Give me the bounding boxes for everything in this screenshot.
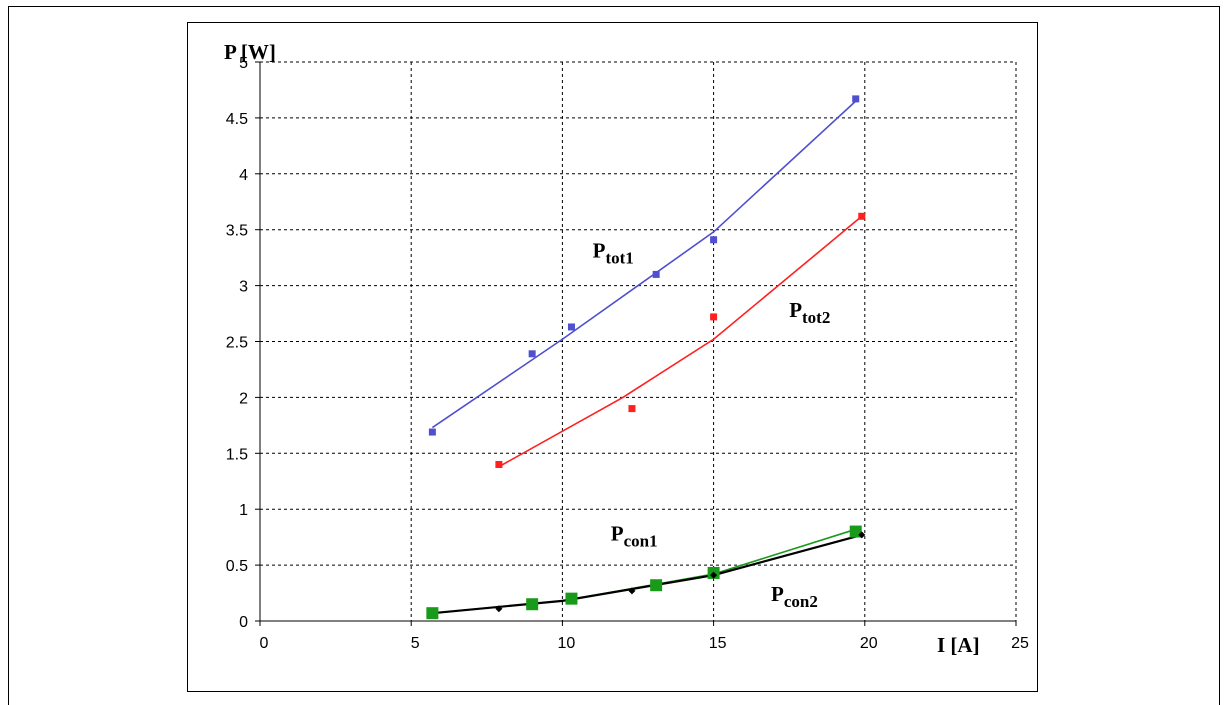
series-label-p-tot1: Ptot1	[593, 239, 634, 268]
y-tick-label: 5	[239, 55, 248, 72]
data-point-p-tot1	[652, 270, 660, 278]
series-label-subscript: con1	[624, 532, 658, 551]
series-label-subscript: tot1	[605, 249, 633, 268]
series-label-subscript: con2	[784, 592, 818, 611]
data-point-p-con1	[526, 598, 539, 611]
trend-line-p-con2	[432, 533, 863, 615]
x-tick-label: 0	[260, 635, 269, 652]
x-tick-label: 10	[558, 635, 576, 652]
data-point-p-tot2	[495, 460, 503, 468]
data-point-p-tot1	[852, 95, 860, 103]
data-point-p-tot1	[428, 428, 436, 436]
series-label-main: P	[789, 298, 802, 322]
x-axis-title: I [A]	[937, 633, 980, 657]
chart-border	[187, 22, 1038, 692]
series-label-p-con1: Pcon1	[611, 522, 658, 551]
y-tick-label: 2.5	[226, 335, 248, 352]
x-tick-label: 15	[709, 635, 727, 652]
y-tick-label: 0	[239, 614, 248, 631]
series-label-main: P	[771, 582, 784, 606]
y-tick-label: 3	[239, 279, 248, 296]
axes	[255, 61, 1017, 626]
x-tick-label: 25	[1011, 635, 1029, 652]
data-point-p-tot2	[710, 313, 718, 321]
data-points	[426, 95, 866, 620]
series-label-p-con2: Pcon2	[771, 582, 818, 611]
data-point-p-con2	[628, 587, 636, 595]
y-tick-label: 3.5	[226, 223, 248, 240]
page-frame	[8, 6, 1220, 705]
data-point-p-tot2	[858, 212, 866, 220]
data-point-p-con2	[710, 571, 718, 579]
data-point-p-con1	[426, 607, 439, 620]
data-point-p-con2	[495, 605, 503, 613]
trend-lines	[431, 100, 863, 615]
y-tick-label: 0.5	[226, 558, 248, 575]
y-tick-label: 4	[239, 167, 248, 184]
y-tick-label: 2	[239, 390, 248, 407]
series-label-subscript: tot2	[802, 308, 830, 327]
data-point-p-tot1	[528, 350, 536, 358]
data-point-p-tot1	[710, 236, 718, 244]
data-point-p-tot1	[567, 323, 575, 331]
y-tick-label: 1	[239, 502, 248, 519]
x-tick-label: 20	[860, 635, 878, 652]
series-label-p-tot2: Ptot2	[789, 298, 830, 327]
series-label-main: P	[611, 522, 624, 546]
x-tick-label: 5	[411, 635, 420, 652]
data-point-p-con1	[650, 579, 663, 592]
data-point-p-con2	[858, 531, 866, 539]
series-label-main: P	[593, 239, 606, 263]
y-tick-label: 1.5	[226, 446, 248, 463]
grid	[260, 61, 1017, 621]
trend-line-p-tot1	[431, 100, 857, 429]
data-point-p-con1	[565, 592, 578, 605]
y-tick-label: 4.5	[226, 111, 248, 128]
tick-labels: 0 0.5 1 1.5 2 2.5 3 3.5 4 4.5 5 0 5 10 15 20 25	[226, 55, 1029, 652]
data-point-p-tot2	[628, 405, 636, 413]
y-axis-title: P [W]	[224, 40, 276, 64]
trend-line-p-tot2	[498, 215, 863, 468]
